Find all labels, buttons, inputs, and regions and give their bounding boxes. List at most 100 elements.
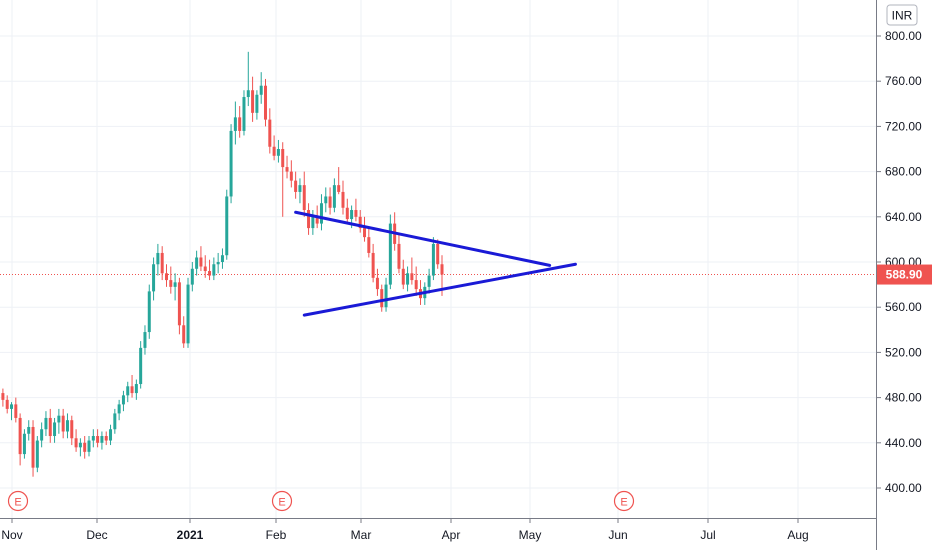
candle[interactable] <box>212 257 216 281</box>
earnings-marker[interactable]: E <box>7 490 29 512</box>
candle[interactable] <box>1 388 5 407</box>
candle[interactable] <box>233 101 237 145</box>
candle[interactable] <box>10 402 14 421</box>
candle[interactable] <box>414 266 418 296</box>
candle[interactable] <box>83 436 87 459</box>
candle[interactable] <box>354 198 358 222</box>
candle[interactable] <box>177 277 181 335</box>
candle[interactable] <box>121 390 125 412</box>
candle[interactable] <box>113 408 117 434</box>
candle[interactable] <box>96 429 100 448</box>
candle[interactable] <box>220 248 224 269</box>
candle[interactable] <box>375 268 379 296</box>
candle[interactable] <box>358 210 362 233</box>
candle[interactable] <box>289 160 293 188</box>
candle[interactable] <box>199 246 203 272</box>
candlestick-series[interactable] <box>1 51 444 477</box>
candle[interactable] <box>126 381 130 403</box>
candle[interactable] <box>57 408 61 434</box>
trendline-drawings[interactable] <box>294 210 577 317</box>
candle[interactable] <box>410 257 414 285</box>
candle[interactable] <box>14 397 18 423</box>
candle[interactable] <box>44 411 48 437</box>
candle[interactable] <box>272 135 276 161</box>
candle[interactable] <box>229 124 233 204</box>
candle[interactable] <box>251 76 255 122</box>
candle[interactable] <box>246 51 250 107</box>
candle[interactable] <box>397 234 401 274</box>
candle[interactable] <box>104 431 108 446</box>
candle[interactable] <box>139 341 143 389</box>
candle[interactable] <box>117 399 121 421</box>
candle[interactable] <box>328 187 332 215</box>
candle[interactable] <box>216 252 220 274</box>
candle[interactable] <box>302 171 306 217</box>
candle[interactable] <box>281 142 285 217</box>
candle[interactable] <box>147 284 151 339</box>
candle[interactable] <box>35 436 39 473</box>
candle[interactable] <box>225 189 229 260</box>
candle[interactable] <box>388 214 392 290</box>
candle[interactable] <box>74 429 78 452</box>
candle[interactable] <box>190 262 194 292</box>
candle[interactable] <box>100 431 104 450</box>
candle[interactable] <box>78 438 82 457</box>
candle[interactable] <box>401 259 405 290</box>
candle[interactable] <box>436 239 440 269</box>
candle[interactable] <box>61 408 65 439</box>
currency-label[interactable]: INR <box>886 4 918 26</box>
candle[interactable] <box>319 194 323 231</box>
candle[interactable] <box>70 415 74 446</box>
candle[interactable] <box>31 420 35 477</box>
candle[interactable] <box>307 203 311 235</box>
candle[interactable] <box>367 228 371 258</box>
candle[interactable] <box>156 243 160 276</box>
earnings-marker[interactable]: E <box>613 490 635 512</box>
candle[interactable] <box>324 187 328 213</box>
lower-trendline[interactable] <box>302 262 577 317</box>
candle[interactable] <box>130 375 134 398</box>
candle[interactable] <box>406 266 410 292</box>
candle[interactable] <box>53 417 57 443</box>
candle[interactable] <box>238 106 242 138</box>
candle[interactable] <box>427 268 431 294</box>
candle[interactable] <box>134 379 138 400</box>
candle[interactable] <box>5 395 9 414</box>
candle[interactable] <box>186 277 190 348</box>
candle[interactable] <box>27 420 31 441</box>
candle[interactable] <box>169 266 173 294</box>
candle[interactable] <box>259 72 263 104</box>
candle[interactable] <box>87 436 91 457</box>
candle[interactable] <box>294 171 298 199</box>
candle[interactable] <box>164 264 168 287</box>
candle[interactable] <box>182 316 186 348</box>
candle[interactable] <box>195 250 199 276</box>
candle[interactable] <box>91 429 95 448</box>
candle[interactable] <box>143 325 147 355</box>
candle[interactable] <box>276 139 280 163</box>
candle[interactable] <box>173 273 177 301</box>
candle[interactable] <box>380 284 384 312</box>
candle[interactable] <box>363 216 367 242</box>
candle[interactable] <box>152 257 156 301</box>
candle[interactable] <box>109 424 113 446</box>
earnings-marker[interactable]: E <box>271 490 293 512</box>
candle[interactable] <box>48 408 52 443</box>
candle[interactable] <box>65 413 69 439</box>
candle[interactable] <box>18 413 22 466</box>
candle[interactable] <box>264 78 268 127</box>
candle[interactable] <box>242 90 246 136</box>
candle[interactable] <box>40 422 44 448</box>
candle[interactable] <box>431 237 435 281</box>
candle[interactable] <box>298 178 302 204</box>
candle[interactable] <box>341 180 345 215</box>
candle[interactable] <box>285 155 289 179</box>
candle[interactable] <box>22 429 26 459</box>
upper-trendline[interactable] <box>294 210 552 267</box>
candle[interactable] <box>268 108 272 154</box>
candle[interactable] <box>208 259 212 281</box>
candle[interactable] <box>371 243 375 283</box>
candle[interactable] <box>384 277 388 312</box>
